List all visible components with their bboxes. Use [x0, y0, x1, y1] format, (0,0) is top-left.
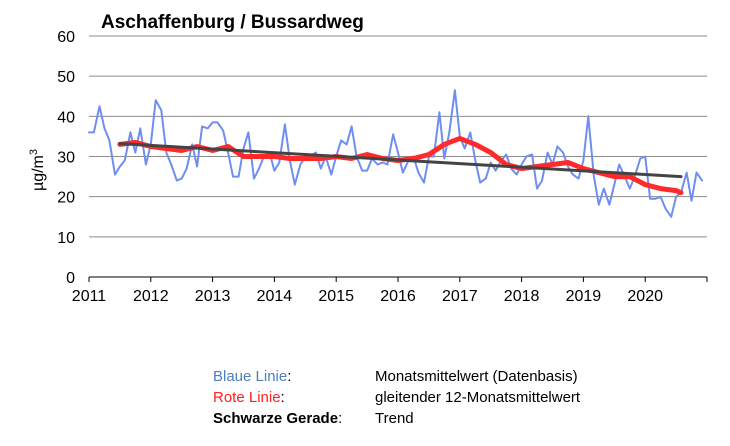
- series-monthly-line: [88, 89, 704, 218]
- y-tick-label: 20: [57, 190, 75, 207]
- legend-key-red-label: Rote Linie: [213, 389, 281, 406]
- x-tick-label: 2012: [133, 288, 169, 305]
- y-tick-label: 30: [57, 150, 75, 167]
- y-tick-label: 10: [57, 230, 75, 247]
- legend-key-blue-label: Blaue Linie: [213, 368, 288, 385]
- legend-desc-red: gleitender 12-Monatsmittelwert: [375, 389, 581, 406]
- legend-desc-black: Trend: [375, 410, 414, 427]
- y-axis-label-base: µg/m: [30, 155, 47, 191]
- y-tick-label: 60: [57, 29, 75, 46]
- grid-lines: [89, 35, 707, 238]
- x-tick-label: 2018: [504, 288, 540, 305]
- y-axis-label: µg/m3: [28, 149, 47, 191]
- x-tick-label: 2016: [380, 288, 416, 305]
- legend-row-red: Rote Linie: gleitender 12-Monatsmittelwe…: [213, 387, 580, 408]
- y-axis-ticks: 0 10 20 30 40 50 60: [57, 29, 75, 287]
- y-tick-label: 50: [57, 69, 75, 86]
- legend-row-blue: Blaue Linie: Monatsmittelwert (Datenbasi…: [213, 366, 580, 387]
- legend-row-black: Schwarze Gerade: Trend: [213, 408, 580, 429]
- legend-sep: :: [338, 410, 343, 427]
- chart-title: Aschaffenburg / Bussardweg: [101, 12, 364, 33]
- series-trend-line: [118, 142, 683, 179]
- x-tick-label: 2017: [442, 288, 478, 305]
- legend-key-red: Rote Linie:: [213, 387, 375, 408]
- legend-sep: :: [287, 368, 292, 385]
- y-tick-label: 40: [57, 109, 75, 126]
- x-tick-label: 2013: [195, 288, 231, 305]
- x-tick-label: 2015: [318, 288, 354, 305]
- x-tick-label: 2020: [627, 288, 663, 305]
- x-axis-ticks: 2011 2012 2013 2014 2015 2016 2017 2018 2019 2020: [72, 277, 708, 305]
- legend-key-black-label: Schwarze Gerade: [213, 410, 339, 427]
- x-tick-label: 2019: [566, 288, 602, 305]
- legend-desc-blue: Monatsmittelwert (Datenbasis): [375, 368, 578, 385]
- legend: Blaue Linie: Monatsmittelwert (Datenbasi…: [213, 366, 580, 429]
- legend-key-blue: Blaue Linie:: [213, 366, 375, 387]
- x-tick-label: 2011: [72, 288, 107, 305]
- legend-key-black: Schwarze Gerade:: [213, 408, 375, 429]
- legend-sep: :: [280, 389, 285, 406]
- x-tick-label: 2014: [257, 288, 293, 305]
- y-tick-label: 0: [66, 270, 75, 287]
- y-axis-label-sup: 3: [28, 149, 40, 155]
- plot-series: [88, 89, 704, 218]
